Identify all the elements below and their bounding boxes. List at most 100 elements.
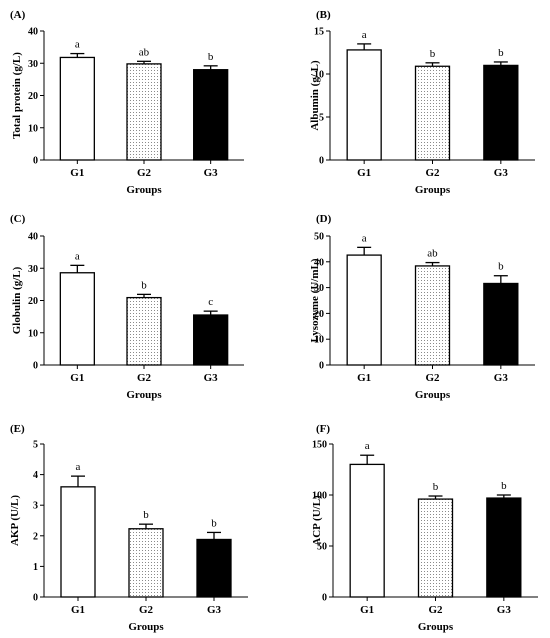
significance-label: b bbox=[501, 480, 507, 492]
significance-label: a bbox=[362, 232, 367, 244]
panel-label: (A) bbox=[10, 9, 26, 21]
x-tick-label: G2 bbox=[139, 604, 154, 616]
y-tick-label: 2 bbox=[33, 531, 38, 542]
y-tick-label: 5 bbox=[319, 113, 324, 124]
x-axis-title: Groups bbox=[126, 184, 162, 196]
x-axis-title: Groups bbox=[415, 389, 451, 401]
y-tick-label: 1 bbox=[33, 562, 38, 573]
y-tick-label: 5 bbox=[33, 440, 38, 451]
x-axis-title: Groups bbox=[415, 184, 451, 196]
y-tick-label: 50 bbox=[317, 542, 327, 553]
bar-g2 bbox=[414, 65, 451, 161]
significance-label: a bbox=[362, 29, 367, 41]
significance-label: a bbox=[75, 250, 80, 262]
significance-label: ab bbox=[139, 46, 150, 58]
bar-g3 bbox=[486, 497, 522, 598]
chart-panel-3: (C) 0 10 20 30 40 Globulin (g/L) G1 a G2 b G3 c Group… bbox=[10, 213, 244, 401]
y-axis-title: AKP (U/L) bbox=[9, 495, 21, 546]
y-tick-label: 20 bbox=[28, 296, 38, 307]
x-tick-label: G2 bbox=[425, 372, 440, 384]
y-tick-label: 40 bbox=[28, 232, 38, 243]
bar-g3 bbox=[193, 314, 229, 366]
y-axis-title: Albumin (g/ L) bbox=[309, 60, 321, 131]
y-tick-label: 10 bbox=[314, 335, 324, 346]
y-tick-label: 15 bbox=[314, 27, 324, 38]
y-tick-label: 10 bbox=[28, 328, 38, 339]
bar-g1 bbox=[59, 272, 95, 366]
bar-g1 bbox=[349, 463, 385, 598]
panel-label: (D) bbox=[316, 213, 332, 225]
significance-label: b bbox=[143, 509, 149, 521]
chart-panel-5: (E) 0 1 2 3 4 5 AKP (U/L) G1 a G2 b G3 b Groups bbox=[9, 423, 248, 633]
x-tick-label: G3 bbox=[494, 167, 509, 179]
x-tick-label: G1 bbox=[70, 167, 84, 179]
y-axis-title: ACP (U/L) bbox=[311, 495, 323, 546]
bar-g2 bbox=[126, 296, 162, 366]
bar-g2 bbox=[414, 265, 451, 366]
x-tick-label: G3 bbox=[494, 372, 509, 384]
significance-label: c bbox=[208, 296, 213, 308]
significance-label: b bbox=[498, 47, 504, 59]
y-tick-label: 10 bbox=[28, 123, 38, 134]
x-tick-label: G3 bbox=[207, 604, 222, 616]
y-tick-label: 100 bbox=[312, 491, 327, 502]
chart-panel-6: (F) 0 50 100 150 ACP (U/L) G1 a G2 b G3 b Groups bbox=[311, 423, 538, 633]
significance-label: a bbox=[75, 39, 80, 51]
panel-label: (B) bbox=[316, 9, 331, 21]
y-tick-label: 0 bbox=[322, 593, 327, 604]
significance-label: ab bbox=[427, 248, 438, 260]
bar-g1 bbox=[346, 254, 382, 366]
significance-label: b bbox=[433, 481, 439, 493]
panel-label: (F) bbox=[316, 423, 330, 435]
x-tick-label: G3 bbox=[497, 604, 512, 616]
panel-label: (C) bbox=[10, 213, 26, 225]
y-tick-label: 40 bbox=[314, 257, 324, 268]
bar-g1 bbox=[60, 486, 96, 598]
bar-g2 bbox=[126, 63, 162, 161]
x-tick-label: G3 bbox=[204, 167, 219, 179]
y-tick-label: 20 bbox=[28, 91, 38, 102]
y-tick-label: 4 bbox=[33, 470, 38, 481]
bar-g2 bbox=[128, 528, 164, 598]
bar-g1 bbox=[59, 56, 95, 161]
y-tick-label: 0 bbox=[33, 156, 38, 167]
y-axis-title: Total protein (g/L) bbox=[11, 52, 23, 139]
significance-label: b bbox=[211, 517, 217, 529]
bar-g3 bbox=[196, 538, 232, 598]
x-tick-label: G2 bbox=[425, 167, 440, 179]
y-tick-label: 30 bbox=[28, 59, 38, 70]
y-tick-label: 40 bbox=[28, 27, 38, 38]
y-tick-label: 3 bbox=[33, 501, 38, 512]
chart-panel-1: (A) 0 10 20 30 40 Total protein (g/L) G1 a G2 ab G3… bbox=[10, 9, 244, 196]
significance-label: b bbox=[430, 48, 436, 60]
x-tick-label: G2 bbox=[428, 604, 443, 616]
significance-label: b bbox=[141, 279, 147, 291]
x-tick-label: G1 bbox=[71, 604, 85, 616]
x-tick-label: G1 bbox=[357, 167, 371, 179]
chart-panel-4: (D) 0 10 20 30 40 50 Lysozyme (U/mL) G1 a G2 ab G3 b G… bbox=[309, 213, 535, 401]
bar-g2 bbox=[417, 498, 454, 598]
y-axis-title: Globulin (g/L) bbox=[11, 266, 23, 334]
significance-label: a bbox=[365, 440, 370, 452]
y-tick-label: 30 bbox=[314, 283, 324, 294]
x-axis-title: Groups bbox=[128, 621, 164, 633]
x-tick-label: G2 bbox=[137, 167, 152, 179]
y-tick-label: 0 bbox=[33, 593, 38, 604]
bar-g3 bbox=[193, 69, 229, 161]
bar-g1 bbox=[346, 49, 382, 161]
y-axis-title: Lysozyme (U/mL) bbox=[309, 258, 321, 342]
x-axis-title: Groups bbox=[126, 389, 162, 401]
significance-label: b bbox=[498, 261, 504, 273]
y-tick-label: 20 bbox=[314, 309, 324, 320]
x-tick-label: G1 bbox=[357, 372, 371, 384]
bar-g3 bbox=[483, 282, 519, 366]
x-tick-label: G2 bbox=[137, 372, 152, 384]
x-tick-label: G3 bbox=[204, 372, 219, 384]
significance-label: b bbox=[208, 51, 214, 63]
panel-label: (E) bbox=[10, 423, 25, 435]
y-tick-label: 0 bbox=[319, 361, 324, 372]
bar-g3 bbox=[483, 64, 519, 161]
y-tick-label: 0 bbox=[319, 156, 324, 167]
chart-panel-2: (B) 0 5 10 15 Albumin (g/ L) G1 a G2 b G3 b Groups bbox=[309, 9, 535, 196]
